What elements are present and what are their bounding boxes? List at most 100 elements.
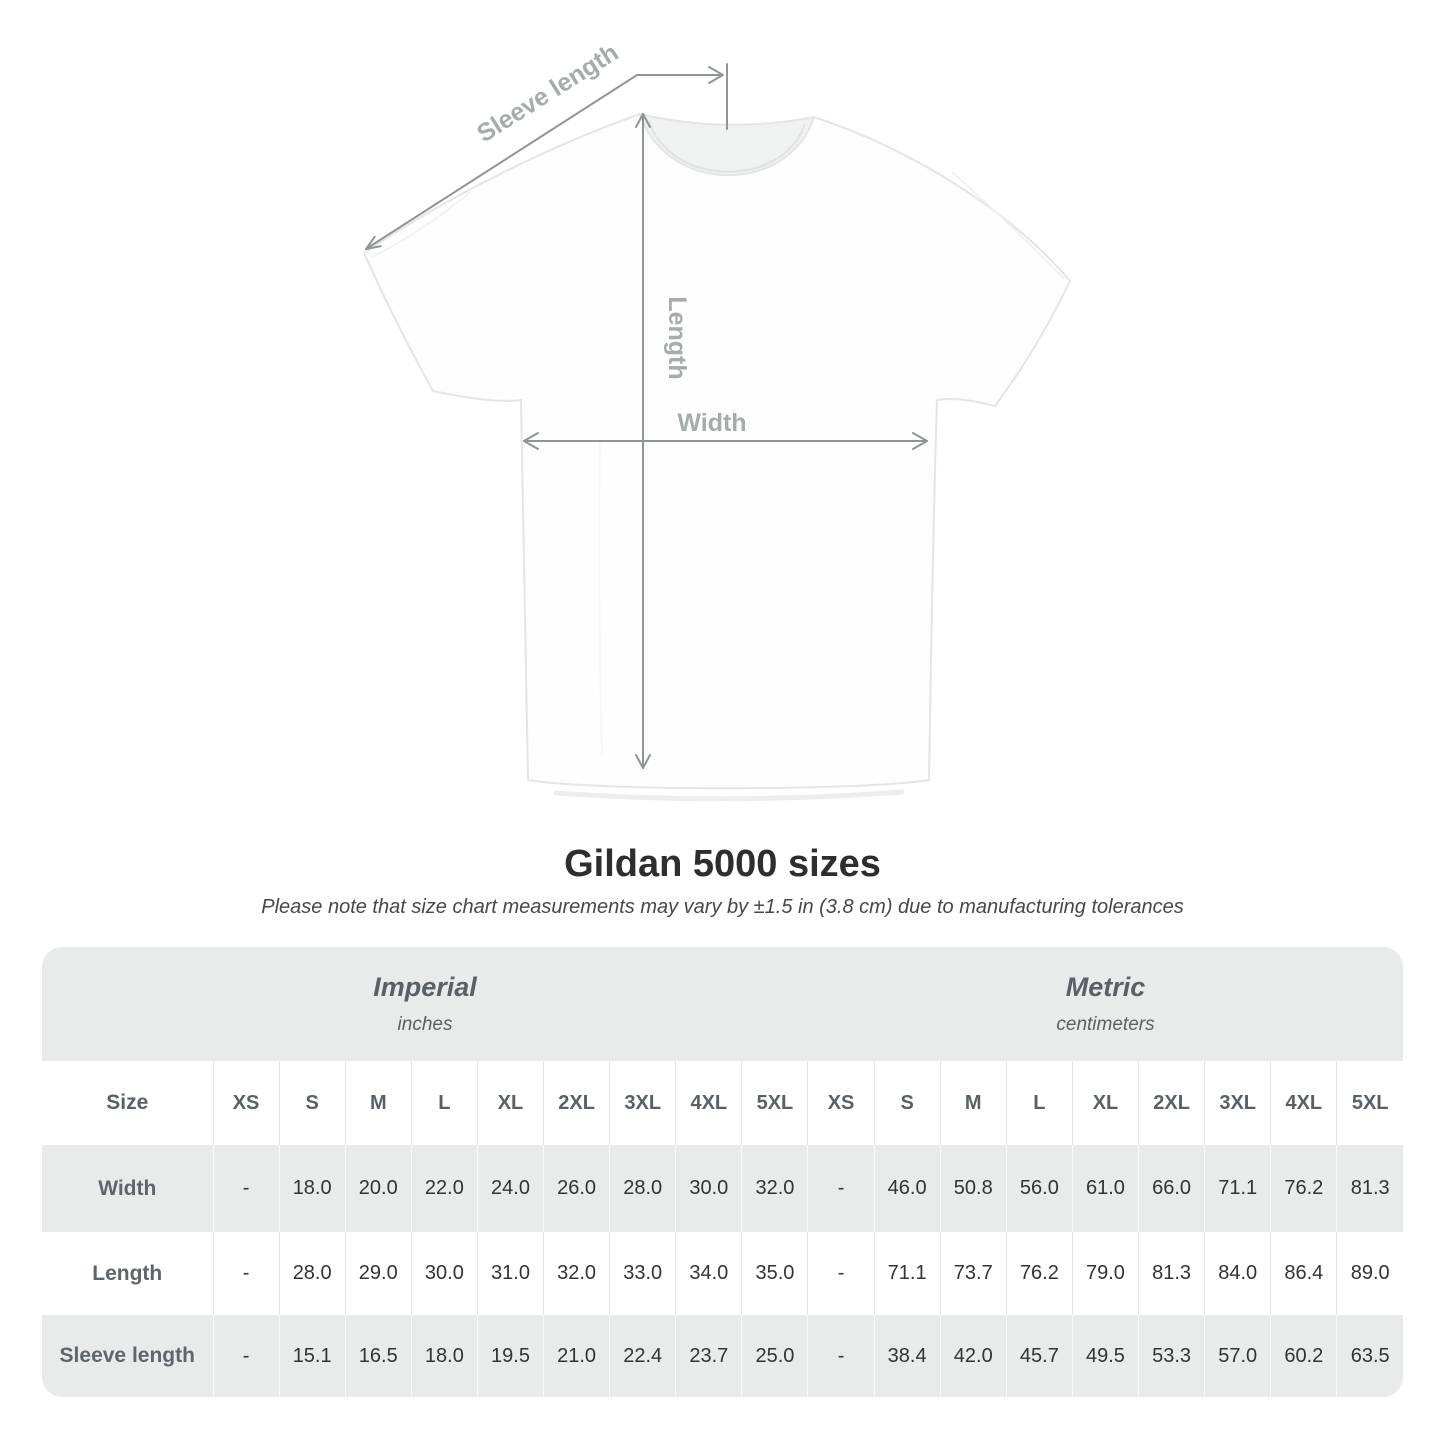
unit-group-row: Imperial inches Metric centimeters — [42, 947, 1403, 1061]
imperial-size-header: XL — [476, 1061, 544, 1145]
table-row-sleeve-length: Sleeve length - 15.1 16.5 18.0 19.5 21.0… — [42, 1315, 1403, 1397]
value-cell: 32.0 — [543, 1232, 610, 1315]
value-cell: 18.0 — [278, 1145, 346, 1232]
value-cell: 22.0 — [410, 1145, 478, 1232]
metric-size-header: XL — [1071, 1061, 1139, 1145]
metric-size-header: 3XL — [1204, 1061, 1271, 1145]
page-title: Gildan 5000 sizes — [564, 843, 881, 885]
imperial-unit: inches — [397, 1014, 453, 1035]
sleeve-length-arrow — [365, 66, 724, 250]
value-cell: 73.7 — [939, 1232, 1007, 1315]
tolerance-note: Please note that size chart measurements… — [261, 896, 1184, 918]
value-cell: - — [807, 1315, 875, 1397]
value-cell: 53.3 — [1138, 1315, 1205, 1397]
size-column-header: Size — [42, 1061, 213, 1145]
value-cell: - — [212, 1232, 280, 1315]
table-row-length: Length - 28.0 29.0 30.0 31.0 32.0 33.0 3… — [42, 1232, 1403, 1315]
value-cell: 22.4 — [609, 1315, 676, 1397]
metric-title: Metric — [1065, 972, 1146, 1002]
value-cell: 28.0 — [278, 1232, 346, 1315]
imperial-size-header: 5XL — [741, 1061, 808, 1145]
metric-size-header: L — [1005, 1061, 1073, 1145]
value-cell: 81.3 — [1336, 1145, 1403, 1232]
value-cell: 19.5 — [476, 1315, 544, 1397]
value-cell: - — [212, 1145, 280, 1232]
imperial-size-header: S — [278, 1061, 346, 1145]
value-cell: 32.0 — [741, 1145, 808, 1232]
metric-size-header: S — [873, 1061, 941, 1145]
imperial-title: Imperial — [373, 972, 477, 1002]
value-cell: 33.0 — [609, 1232, 676, 1315]
metric-size-header: 5XL — [1336, 1061, 1403, 1145]
row-label: Length — [42, 1232, 213, 1315]
hem-shadow — [553, 789, 905, 802]
sleeve-crease-right — [951, 171, 1065, 280]
collar-band-seam — [648, 121, 806, 173]
value-cell: 60.2 — [1270, 1315, 1337, 1397]
value-cell: 56.0 — [1005, 1145, 1073, 1232]
imperial-size-header: M — [344, 1061, 412, 1145]
value-cell: 66.0 — [1138, 1145, 1205, 1232]
value-cell: 30.0 — [410, 1232, 478, 1315]
value-cell: 28.0 — [609, 1145, 676, 1232]
value-cell: 23.7 — [675, 1315, 742, 1397]
value-cell: 61.0 — [1071, 1145, 1139, 1232]
imperial-size-header: 2XL — [543, 1061, 610, 1145]
imperial-size-header: XS — [212, 1061, 280, 1145]
value-cell: 15.1 — [278, 1315, 346, 1397]
width-arrow — [523, 432, 928, 450]
metric-size-header: 2XL — [1138, 1061, 1205, 1145]
value-cell: 26.0 — [543, 1145, 610, 1232]
value-cell: 38.4 — [873, 1315, 941, 1397]
metric-size-header: XS — [807, 1061, 875, 1145]
tshirt-measurement-diagram: Sleeve length Length Width — [363, 38, 1071, 802]
imperial-group-header: Imperial inches — [42, 947, 808, 1061]
value-cell: 84.0 — [1204, 1232, 1271, 1315]
value-cell: 50.8 — [939, 1145, 1007, 1232]
sleeve-crease-left — [371, 191, 471, 258]
tshirt-diagram-svg: Sleeve length Length Width — [363, 38, 1071, 802]
table-row-width: Width - 18.0 20.0 22.0 24.0 26.0 28.0 30… — [42, 1145, 1403, 1232]
metric-size-header: M — [939, 1061, 1007, 1145]
value-cell: 63.5 — [1336, 1315, 1403, 1397]
value-cell: 16.5 — [344, 1315, 412, 1397]
value-cell: 46.0 — [873, 1145, 941, 1232]
value-cell: - — [807, 1232, 875, 1315]
value-cell: 34.0 — [675, 1232, 742, 1315]
row-label: Sleeve length — [42, 1315, 213, 1397]
value-cell: 71.1 — [1204, 1145, 1271, 1232]
value-cell: 76.2 — [1270, 1145, 1337, 1232]
size-table: Imperial inches Metric centimeters Size … — [42, 947, 1403, 1397]
value-cell: 57.0 — [1204, 1315, 1271, 1397]
value-cell: - — [807, 1145, 875, 1232]
row-label: Width — [42, 1145, 213, 1232]
value-cell: 81.3 — [1138, 1232, 1205, 1315]
value-cell: 86.4 — [1270, 1232, 1337, 1315]
imperial-size-header: 3XL — [609, 1061, 676, 1145]
metric-group-header: Metric centimeters — [807, 947, 1403, 1061]
value-cell: 21.0 — [543, 1315, 610, 1397]
value-cell: 49.5 — [1071, 1315, 1139, 1397]
value-cell: 31.0 — [476, 1232, 544, 1315]
value-cell: 20.0 — [344, 1145, 412, 1232]
value-cell: 79.0 — [1071, 1232, 1139, 1315]
length-label: Length — [663, 296, 691, 379]
value-cell: 25.0 — [741, 1315, 808, 1397]
value-cell: - — [212, 1315, 280, 1397]
metric-size-header: 4XL — [1270, 1061, 1337, 1145]
body-crease — [598, 439, 603, 756]
size-table-grid: Imperial inches Metric centimeters Size … — [42, 947, 1403, 1397]
value-cell: 42.0 — [939, 1315, 1007, 1397]
metric-unit: centimeters — [1056, 1014, 1155, 1035]
value-cell: 45.7 — [1005, 1315, 1073, 1397]
value-cell: 71.1 — [873, 1232, 941, 1315]
value-cell: 35.0 — [741, 1232, 808, 1315]
size-header-row: Size XS S M L XL 2XL 3XL 4XL 5XL XS S M … — [42, 1061, 1403, 1145]
tshirt-graphic — [363, 113, 1071, 790]
value-cell: 30.0 — [675, 1145, 742, 1232]
value-cell: 18.0 — [410, 1315, 478, 1397]
width-label: Width — [677, 409, 746, 437]
value-cell: 24.0 — [476, 1145, 544, 1232]
value-cell: 89.0 — [1336, 1232, 1403, 1315]
value-cell: 29.0 — [344, 1232, 412, 1315]
